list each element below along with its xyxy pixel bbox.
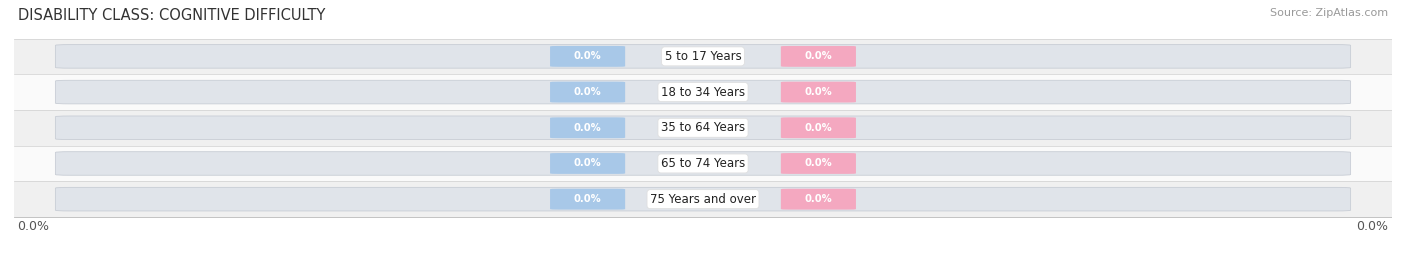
FancyBboxPatch shape	[780, 46, 856, 67]
Text: 35 to 64 Years: 35 to 64 Years	[661, 121, 745, 134]
Text: 0.0%: 0.0%	[1357, 220, 1389, 233]
Text: 0.0%: 0.0%	[804, 51, 832, 61]
FancyBboxPatch shape	[780, 82, 856, 102]
Text: 0.0%: 0.0%	[574, 123, 602, 133]
Text: 5 to 17 Years: 5 to 17 Years	[665, 50, 741, 63]
FancyBboxPatch shape	[550, 189, 626, 210]
FancyBboxPatch shape	[550, 46, 626, 67]
FancyBboxPatch shape	[550, 117, 626, 138]
Text: 0.0%: 0.0%	[804, 194, 832, 204]
Text: Source: ZipAtlas.com: Source: ZipAtlas.com	[1270, 8, 1388, 18]
Text: 18 to 34 Years: 18 to 34 Years	[661, 86, 745, 98]
Text: 0.0%: 0.0%	[574, 158, 602, 168]
Text: 65 to 74 Years: 65 to 74 Years	[661, 157, 745, 170]
Text: 0.0%: 0.0%	[574, 87, 602, 97]
FancyBboxPatch shape	[55, 116, 1351, 140]
FancyBboxPatch shape	[55, 45, 1351, 68]
FancyBboxPatch shape	[55, 152, 1351, 175]
Text: 0.0%: 0.0%	[804, 87, 832, 97]
Bar	[14, 146, 1392, 181]
FancyBboxPatch shape	[550, 153, 626, 174]
Bar	[14, 74, 1392, 110]
FancyBboxPatch shape	[55, 80, 1351, 104]
Text: DISABILITY CLASS: COGNITIVE DIFFICULTY: DISABILITY CLASS: COGNITIVE DIFFICULTY	[18, 8, 326, 23]
FancyBboxPatch shape	[55, 187, 1351, 211]
FancyBboxPatch shape	[780, 117, 856, 138]
Text: 0.0%: 0.0%	[574, 194, 602, 204]
FancyBboxPatch shape	[780, 189, 856, 210]
Text: 0.0%: 0.0%	[17, 220, 49, 233]
Text: 0.0%: 0.0%	[574, 51, 602, 61]
Text: 0.0%: 0.0%	[804, 158, 832, 168]
Text: 75 Years and over: 75 Years and over	[650, 193, 756, 206]
Bar	[14, 110, 1392, 146]
Text: 0.0%: 0.0%	[804, 123, 832, 133]
FancyBboxPatch shape	[550, 82, 626, 102]
Bar	[14, 181, 1392, 217]
Bar	[14, 38, 1392, 74]
FancyBboxPatch shape	[780, 153, 856, 174]
